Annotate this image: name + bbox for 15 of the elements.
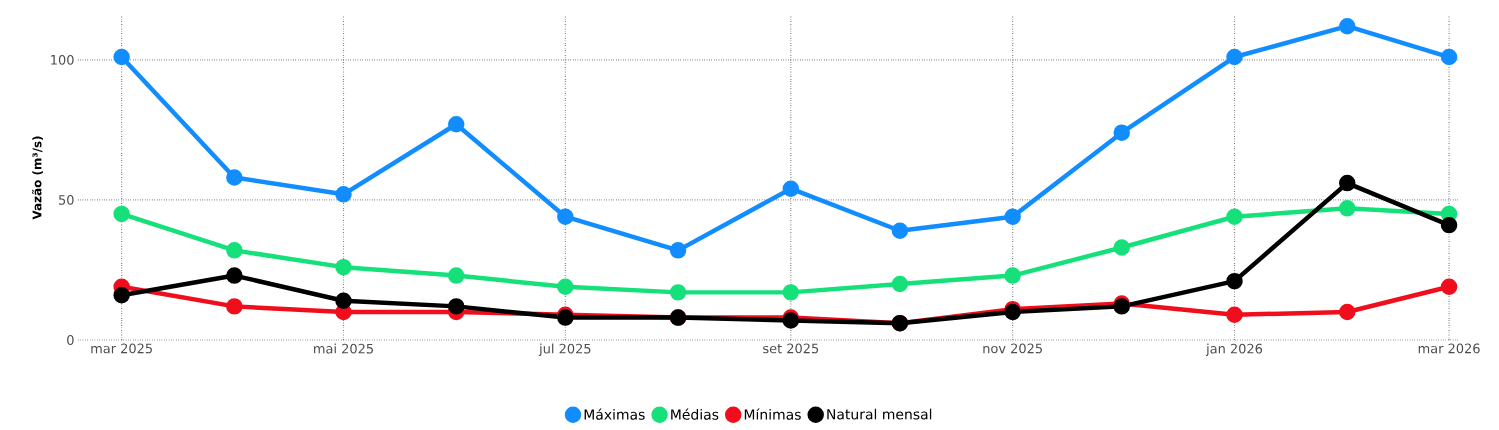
x-tick-label: jul 2025 — [538, 343, 591, 357]
x-tick-label: jan 2026 — [1205, 343, 1263, 357]
y-tick-label: 100 — [51, 54, 74, 65]
x-tick-label: nov 2025 — [983, 343, 1042, 354]
x-tick-label: mar 2026 — [1418, 343, 1480, 354]
x-tick-label: mar 2025 — [91, 343, 152, 354]
legend-label: Mínimas — [744, 408, 801, 420]
legend-label: Natural mensal — [827, 408, 932, 420]
legend-label: Médias — [671, 408, 719, 420]
y-axis-title: Vazão (m³/s) — [32, 136, 43, 220]
y-tick-label: 0 — [67, 335, 74, 345]
legend-label: Máximas — [584, 408, 645, 420]
x-tick-label: mai 2025 — [314, 343, 373, 354]
x-tick-label: set 2025 — [763, 343, 819, 354]
y-tick-label: 50 — [59, 195, 74, 205]
